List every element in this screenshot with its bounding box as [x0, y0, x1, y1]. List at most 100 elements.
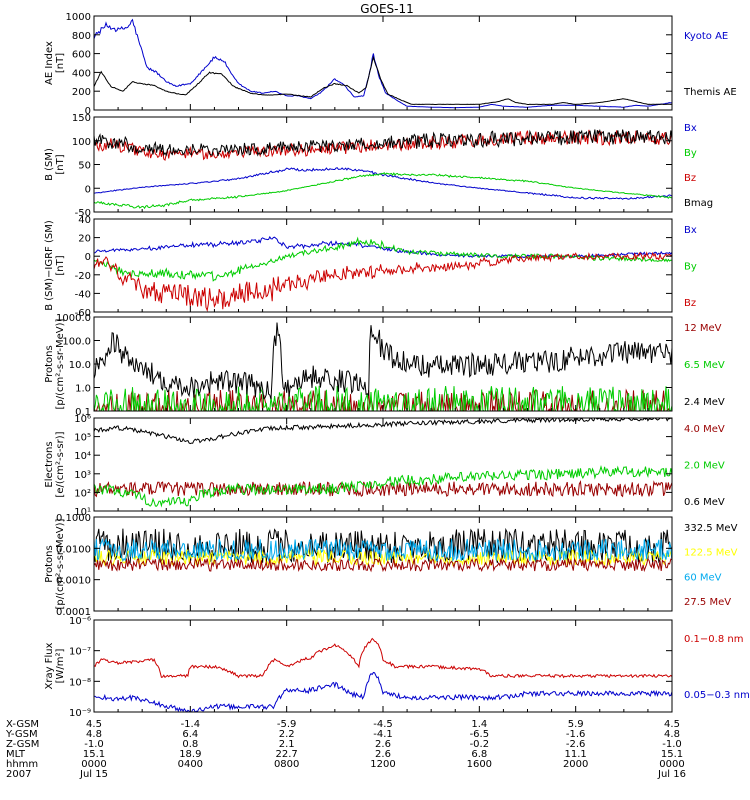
- footer-value: -1.0: [84, 739, 104, 750]
- y-tick-label: 0.1000: [56, 513, 91, 524]
- y-tick-label: 0.0001: [56, 607, 91, 618]
- footer-value: -4.5: [373, 719, 393, 730]
- y-axis-label: Protons: [44, 345, 55, 382]
- y-tick-label: 800: [72, 31, 91, 42]
- footer-row-label: Y-GSM: [5, 729, 38, 740]
- legend-label: By: [684, 262, 697, 273]
- legend-label: 6.5 MeV: [684, 360, 725, 371]
- footer-value: 4.8: [664, 729, 680, 740]
- legend-label: Kyoto AE: [684, 31, 728, 42]
- y-tick-label: 0.1: [75, 407, 91, 418]
- footer-value: -1.4: [181, 719, 201, 730]
- y-tick-label: 200: [72, 87, 91, 98]
- footer-row-label: MLT: [6, 749, 26, 760]
- legend-label: Bx: [684, 225, 697, 236]
- footer-row-label: 2007: [6, 769, 31, 780]
- y-tick-label: 0: [85, 252, 91, 263]
- panel-electrons: 10¹ 10² 10³ 10⁴ 10⁵ 10⁶ Electrons [e/(cm²-s-sr)…: [44, 414, 725, 518]
- legend-label: 0.6 MeV: [684, 497, 725, 508]
- y-tick-label: 10⁵: [74, 433, 91, 444]
- footer-row-label: hhmm: [6, 759, 38, 770]
- y-tick-label: 0: [85, 106, 91, 117]
- y-axis-label: Protons: [44, 545, 55, 582]
- footer-value: 4.8: [86, 729, 102, 740]
- y-tick-label: -60: [75, 308, 91, 319]
- y-tick-label: 10¹: [74, 507, 91, 518]
- y-tick-label: 1000: [66, 12, 91, 23]
- legend-label: 2.4 MeV: [684, 397, 725, 408]
- y-axis-label: [p/(cm²-s-sr-MeV)]: [55, 318, 66, 409]
- footer-value: 4.5: [664, 719, 680, 730]
- footer-value: Jul 16: [657, 769, 686, 780]
- y-axis-label: [nT]: [55, 154, 66, 174]
- legend-label: 27.5 MeV: [684, 597, 731, 608]
- y-tick-label: 10⁶: [74, 414, 91, 425]
- footer-row-label: X-GSM: [6, 719, 39, 730]
- footer-value: 15.1: [83, 749, 105, 760]
- footer-value: -2.6: [566, 739, 586, 750]
- y-tick-label: 600: [72, 50, 91, 61]
- legend-label: Bmag: [684, 198, 713, 209]
- legend-label: 4.0 MeV: [684, 424, 725, 435]
- y-axis-label: Electrons: [44, 441, 55, 487]
- y-axis-label: [p/(cm²-s-sr-MeV)]: [55, 518, 66, 609]
- panel-frame: [93, 417, 673, 512]
- series-line-ae-1: [94, 55, 672, 106]
- footer-value: 0.8: [182, 739, 198, 750]
- legend-label: 332.5 MeV: [684, 523, 738, 534]
- series-line-protons_low-1: [94, 385, 672, 411]
- series-line-bresid-2: [94, 251, 672, 312]
- legend-label: 0.05−0.3 nm: [684, 690, 750, 701]
- y-axis-label: B (SM)−IGRF (SM): [44, 220, 55, 311]
- series-line-bsm-0: [94, 167, 672, 200]
- y-tick-label: -20: [75, 271, 91, 282]
- footer-value: Jul 15: [79, 769, 108, 780]
- footer-value: -0.2: [470, 739, 490, 750]
- legend-label: Themis AE: [683, 87, 737, 98]
- panel-frame: [93, 619, 673, 713]
- series-line-xray-1: [94, 671, 672, 712]
- series-line-bresid-1: [94, 236, 672, 282]
- footer-value: -1.0: [662, 739, 682, 750]
- panel-xray: 10⁻⁹ 10⁻⁸ 10⁻⁷ 10⁻⁶ Xray Flux [W/m²] 0.1−0.8 n…: [44, 616, 750, 719]
- y-tick-label: 20: [78, 234, 91, 245]
- footer-value: 15.1: [661, 749, 683, 760]
- series-line-protons_high-2: [94, 537, 672, 563]
- footer-value: 11.1: [565, 749, 587, 760]
- series-line-bsm-3: [94, 129, 672, 157]
- footer-value: 0800: [274, 759, 299, 770]
- y-tick-label: 0.0100: [56, 544, 91, 555]
- legend-label: By: [684, 148, 697, 159]
- y-tick-label: 10⁻⁹: [69, 708, 91, 719]
- footer-value: 0000: [81, 759, 106, 770]
- footer-value: 1.4: [471, 719, 487, 730]
- panel-frame: [93, 116, 673, 213]
- legend-label: 12 MeV: [684, 323, 722, 334]
- series-line-electrons-1: [94, 465, 672, 508]
- footer-value: 2.6: [375, 749, 391, 760]
- y-tick-label: 1.0: [75, 384, 91, 395]
- panel-bsm: -50 0 50 100 150 B (SM) [nT] Bx By Bz Bmag: [44, 113, 713, 219]
- y-tick-label: 10²: [74, 488, 91, 499]
- legend-label: Bz: [684, 173, 696, 184]
- panel-protons_high: 0.0001 0.0010 0.0100 0.1000 Protons [p/(cm²-s…: [44, 513, 738, 618]
- series-line-electrons-0: [94, 480, 672, 498]
- y-axis-label: AE Index: [44, 41, 55, 85]
- y-tick-label: 150: [72, 113, 91, 124]
- footer-value: 6.4: [182, 729, 198, 740]
- panel-frame: [93, 316, 673, 412]
- y-tick-label: 10⁻⁶: [69, 616, 91, 627]
- footer-value: 22.7: [276, 749, 298, 760]
- series-line-protons_low-2: [94, 322, 672, 400]
- footer-value: -1.6: [566, 729, 586, 740]
- footer-value: 5.9: [568, 719, 584, 730]
- series-line-bsm-1: [94, 171, 672, 210]
- panel-protons_low: 0.1 1.0 10.0 100.0 1000.0 Protons [p/(cm²-s-sr…: [44, 313, 725, 418]
- y-tick-label: 100.0: [62, 337, 91, 348]
- legend-label: 122.5 MeV: [684, 548, 738, 559]
- y-axis-label: B (SM): [44, 148, 55, 181]
- y-tick-label: 10.0: [69, 360, 91, 371]
- y-axis-label: [nT]: [55, 255, 66, 275]
